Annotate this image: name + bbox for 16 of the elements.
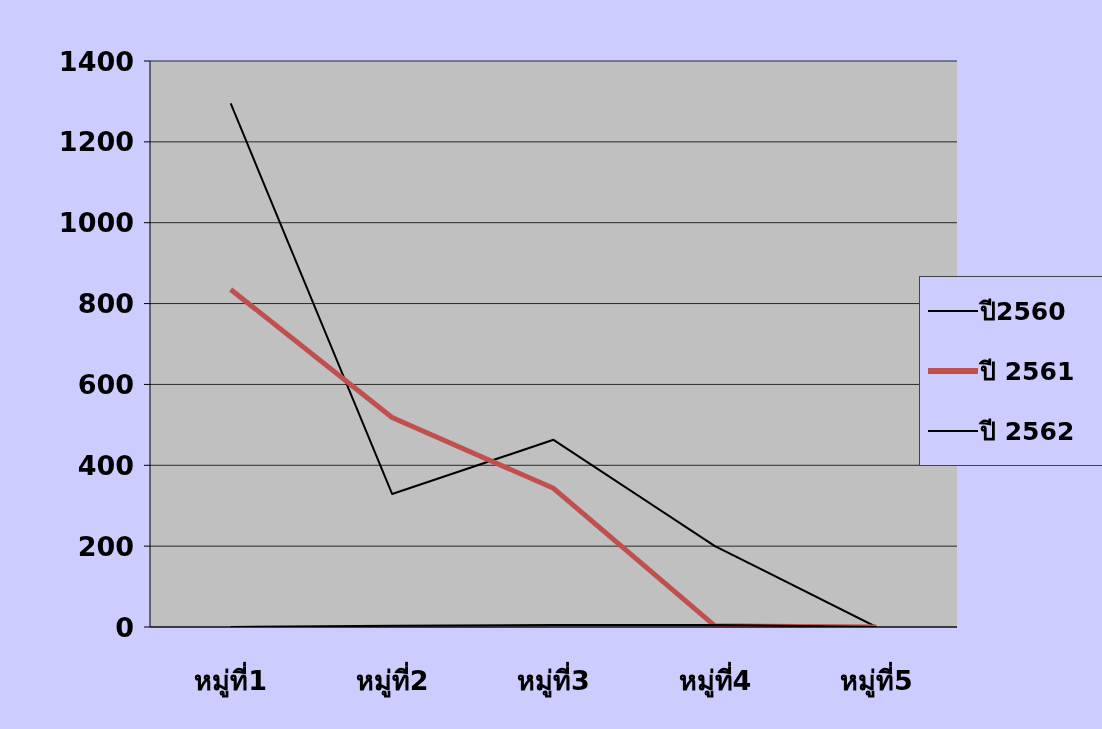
y-tick-label: 1000 xyxy=(58,207,134,239)
y-tick-label: 1200 xyxy=(58,126,134,158)
x-tick-label: หมู่ที่4 xyxy=(678,661,752,699)
legend-label: ปี 2562 xyxy=(980,416,1075,448)
y-tick-label: 800 xyxy=(77,288,134,320)
x-tick-label: หมู่ที่3 xyxy=(517,661,590,699)
legend-label: ปี2560 xyxy=(980,296,1066,328)
x-tick-label: หมู่ที่1 xyxy=(194,661,268,699)
y-tick-label: 0 xyxy=(115,611,134,643)
legend-label: ปี 2561 xyxy=(980,356,1075,388)
y-tick-label: 1400 xyxy=(58,45,134,77)
y-tick-label: 600 xyxy=(77,369,134,401)
x-tick-label: หมู่ที่5 xyxy=(839,661,913,699)
y-tick-label: 400 xyxy=(77,449,134,481)
y-tick-label: 200 xyxy=(77,530,134,562)
x-tick-label: หมู่ที่2 xyxy=(355,661,429,699)
